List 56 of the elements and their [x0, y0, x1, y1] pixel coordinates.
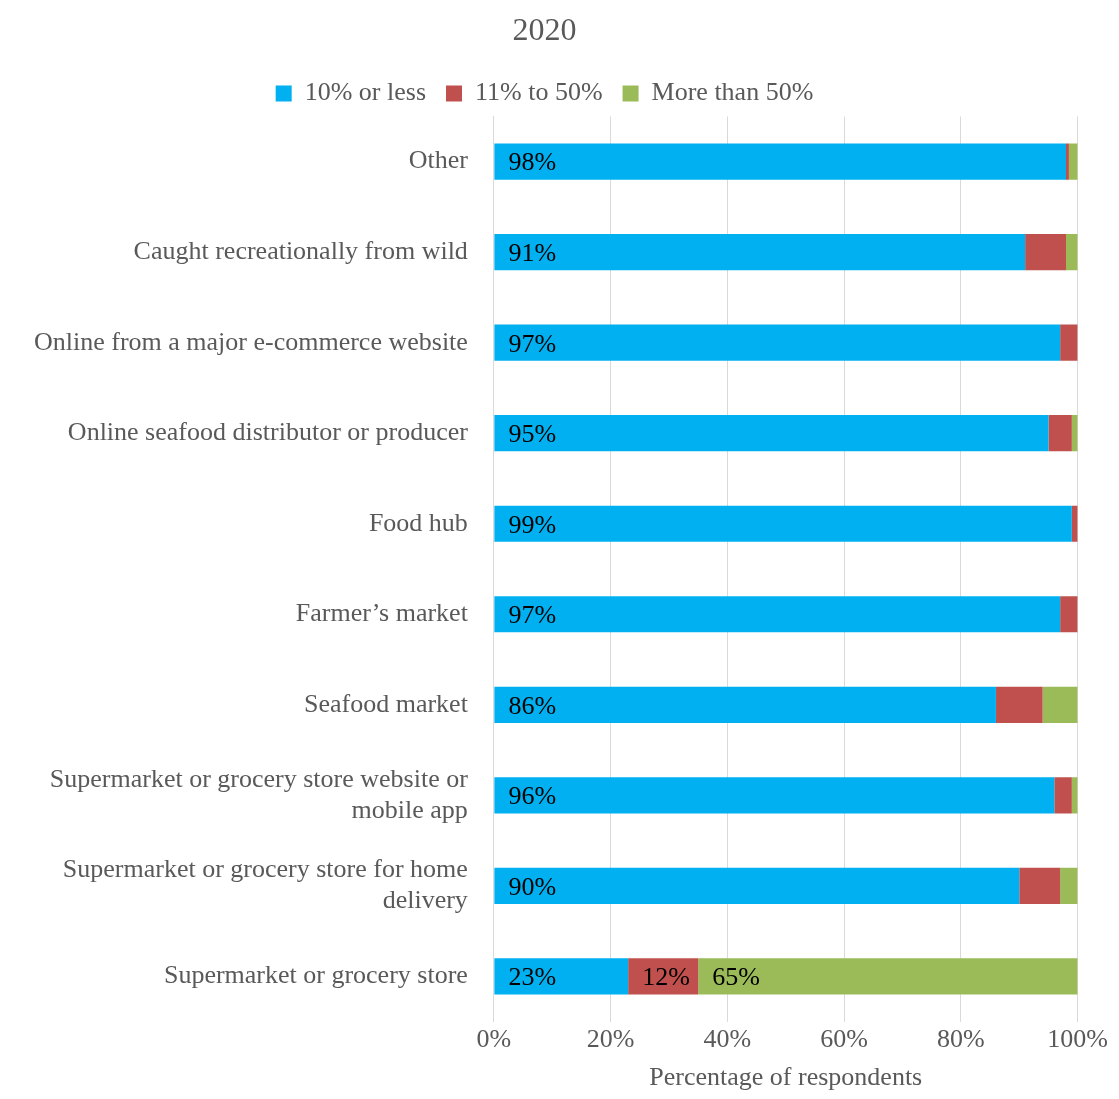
- y-tick-label: Supermarket or grocery store website or mobile app: [49, 763, 469, 824]
- bar: [1060, 324, 1078, 361]
- data-label: 23%: [508, 962, 557, 992]
- bar: [1048, 415, 1072, 452]
- y-tick-label: Supermarket or grocery store: [163, 960, 468, 990]
- bar: [1042, 686, 1078, 723]
- data-label: 90%: [508, 871, 557, 901]
- data-label: 96%: [508, 781, 557, 811]
- x-axis-title: Percentage of respondents: [649, 1062, 923, 1092]
- bar: [1065, 234, 1078, 271]
- y-tick-label: Farmer’s market: [295, 598, 469, 628]
- data-label: 86%: [508, 690, 557, 720]
- data-label: 12%: [642, 962, 690, 992]
- bar: [494, 324, 1061, 361]
- bar: [698, 958, 1078, 995]
- bar: [995, 686, 1043, 723]
- x-tick-label: 60%: [820, 1024, 868, 1054]
- bar: [1025, 234, 1066, 271]
- bar: [494, 505, 1072, 542]
- data-label: 97%: [508, 600, 557, 630]
- x-tick-label: 0%: [476, 1024, 512, 1054]
- y-tick-label: Online seafood distributor or producer: [67, 417, 469, 447]
- bar: [494, 143, 1066, 180]
- data-label: 97%: [508, 328, 557, 358]
- bar: [1054, 777, 1072, 814]
- bar: [1060, 867, 1078, 904]
- y-tick-label: Seafood market: [303, 688, 469, 718]
- bar: [494, 777, 1055, 814]
- x-tick-label: 20%: [586, 1024, 635, 1054]
- data-label: 99%: [508, 509, 557, 539]
- data-label: 95%: [508, 419, 557, 449]
- legend-label: More than 50%: [651, 77, 814, 107]
- x-tick-label: 80%: [937, 1024, 985, 1054]
- bar: [1060, 596, 1078, 633]
- bar: [494, 686, 996, 723]
- data-label: 65%: [712, 962, 760, 992]
- bar: [1068, 143, 1078, 180]
- y-tick-label: Food hub: [368, 507, 468, 537]
- data-label: 98%: [508, 147, 557, 177]
- bar: [494, 234, 1026, 271]
- y-tick-label: Supermarket or grocery store for home delivery: [62, 854, 468, 915]
- bar: [494, 415, 1049, 452]
- bar: [1065, 143, 1069, 180]
- bar: [1019, 867, 1061, 904]
- y-tick-label: Online from a major e-commerce website: [34, 326, 468, 356]
- chart-title: 2020: [512, 10, 577, 47]
- legend-label: 11% to 50%: [475, 77, 603, 107]
- x-tick-label: 40%: [703, 1024, 752, 1054]
- bar: [494, 958, 629, 995]
- bar: [494, 596, 1061, 633]
- x-tick-label: 100%: [1047, 1024, 1109, 1054]
- data-label: 91%: [508, 238, 557, 268]
- legend-label: 10% or less: [304, 77, 427, 107]
- y-tick-label: Caught recreationally from wild: [133, 236, 468, 266]
- bar: [494, 867, 1020, 904]
- y-tick-label: Other: [408, 145, 469, 175]
